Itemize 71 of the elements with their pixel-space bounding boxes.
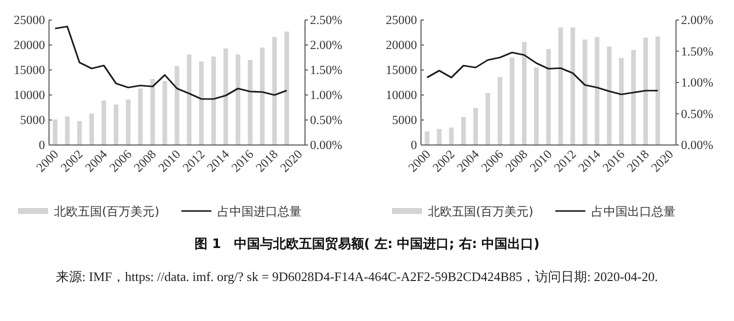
y2-tick-label: 0.00% [310, 138, 342, 152]
bar [126, 100, 131, 145]
bar [510, 58, 514, 145]
y-tick-label: 0 [410, 138, 417, 152]
line-series [54, 26, 288, 100]
bar [260, 48, 265, 145]
bar [223, 48, 228, 145]
bar [248, 60, 252, 145]
y-tick-label: 5000 [20, 113, 45, 127]
bar [89, 114, 94, 145]
y2-tick-label: 1.00% [681, 76, 714, 90]
bar [199, 62, 204, 145]
y-tick-label: 20000 [386, 38, 417, 52]
legend-label: 北欧五国(百万美元) [54, 204, 160, 218]
bar [77, 121, 82, 145]
y2-tick-label: 0.50% [310, 113, 342, 127]
bar [643, 38, 648, 145]
y2-tick-label: 2.50% [310, 13, 342, 27]
bar [272, 37, 277, 145]
bar [114, 104, 118, 145]
bar [64, 116, 70, 145]
y-tick-label: 20000 [14, 38, 45, 52]
bar [174, 66, 180, 145]
caption: 图 1 中国与北欧五国贸易额( 左: 中国进口; 右: 中国出口) [194, 236, 540, 252]
legend-label: 占中国进口总量 [217, 204, 302, 218]
bar [449, 128, 454, 145]
y2-tick-label: 1.00% [310, 88, 342, 102]
y-tick-label: 25000 [14, 13, 45, 27]
bar [52, 120, 58, 145]
y-tick-label: 10000 [14, 88, 45, 102]
bar [570, 28, 576, 145]
bar [606, 46, 612, 145]
bar [631, 50, 636, 145]
bar [522, 42, 527, 145]
y2-tick-label: 2.00% [310, 38, 342, 52]
source-note: 来源: IMF，https: //data. imf. org/? sk = 9D6028D4-F14A-464C-A2F2-59B2CD424B85，访问日期: 2020-04-20. [55, 268, 659, 286]
bar [236, 54, 240, 145]
bar [138, 88, 143, 145]
bar [558, 28, 563, 145]
y2-tick-label: 1.50% [681, 44, 714, 58]
y-tick-label: 15000 [386, 63, 417, 77]
bar [534, 68, 539, 145]
bar [284, 32, 290, 145]
bar [485, 93, 490, 145]
y2-tick-label: 0.50% [681, 106, 714, 121]
bar [594, 37, 600, 145]
bar [186, 54, 192, 145]
y-tick-label: 25000 [386, 13, 417, 27]
bar [582, 40, 588, 145]
y2-tick-label: 2.00% [681, 13, 714, 27]
bar [102, 100, 106, 145]
bar [461, 117, 466, 145]
y-tick-label: 15000 [14, 63, 45, 77]
bar [655, 36, 660, 145]
y-tick-label: 10000 [386, 88, 417, 102]
bar [498, 77, 502, 145]
bar [436, 129, 442, 145]
bar [150, 79, 155, 145]
bar [473, 108, 478, 145]
line-series [426, 52, 659, 96]
bar [162, 81, 168, 145]
bar [211, 56, 216, 145]
y2-tick-label: 0.00% [681, 138, 714, 152]
bar [546, 49, 551, 145]
y-tick-label: 0 [38, 138, 45, 152]
legend-label: 北欧五国(百万美元) [428, 204, 534, 218]
bar [424, 132, 430, 145]
y-tick-label: 5000 [392, 113, 417, 127]
legend-label: 占中国出口总量 [591, 204, 676, 218]
y2-tick-label: 1.50% [310, 63, 342, 77]
bar [619, 58, 624, 145]
